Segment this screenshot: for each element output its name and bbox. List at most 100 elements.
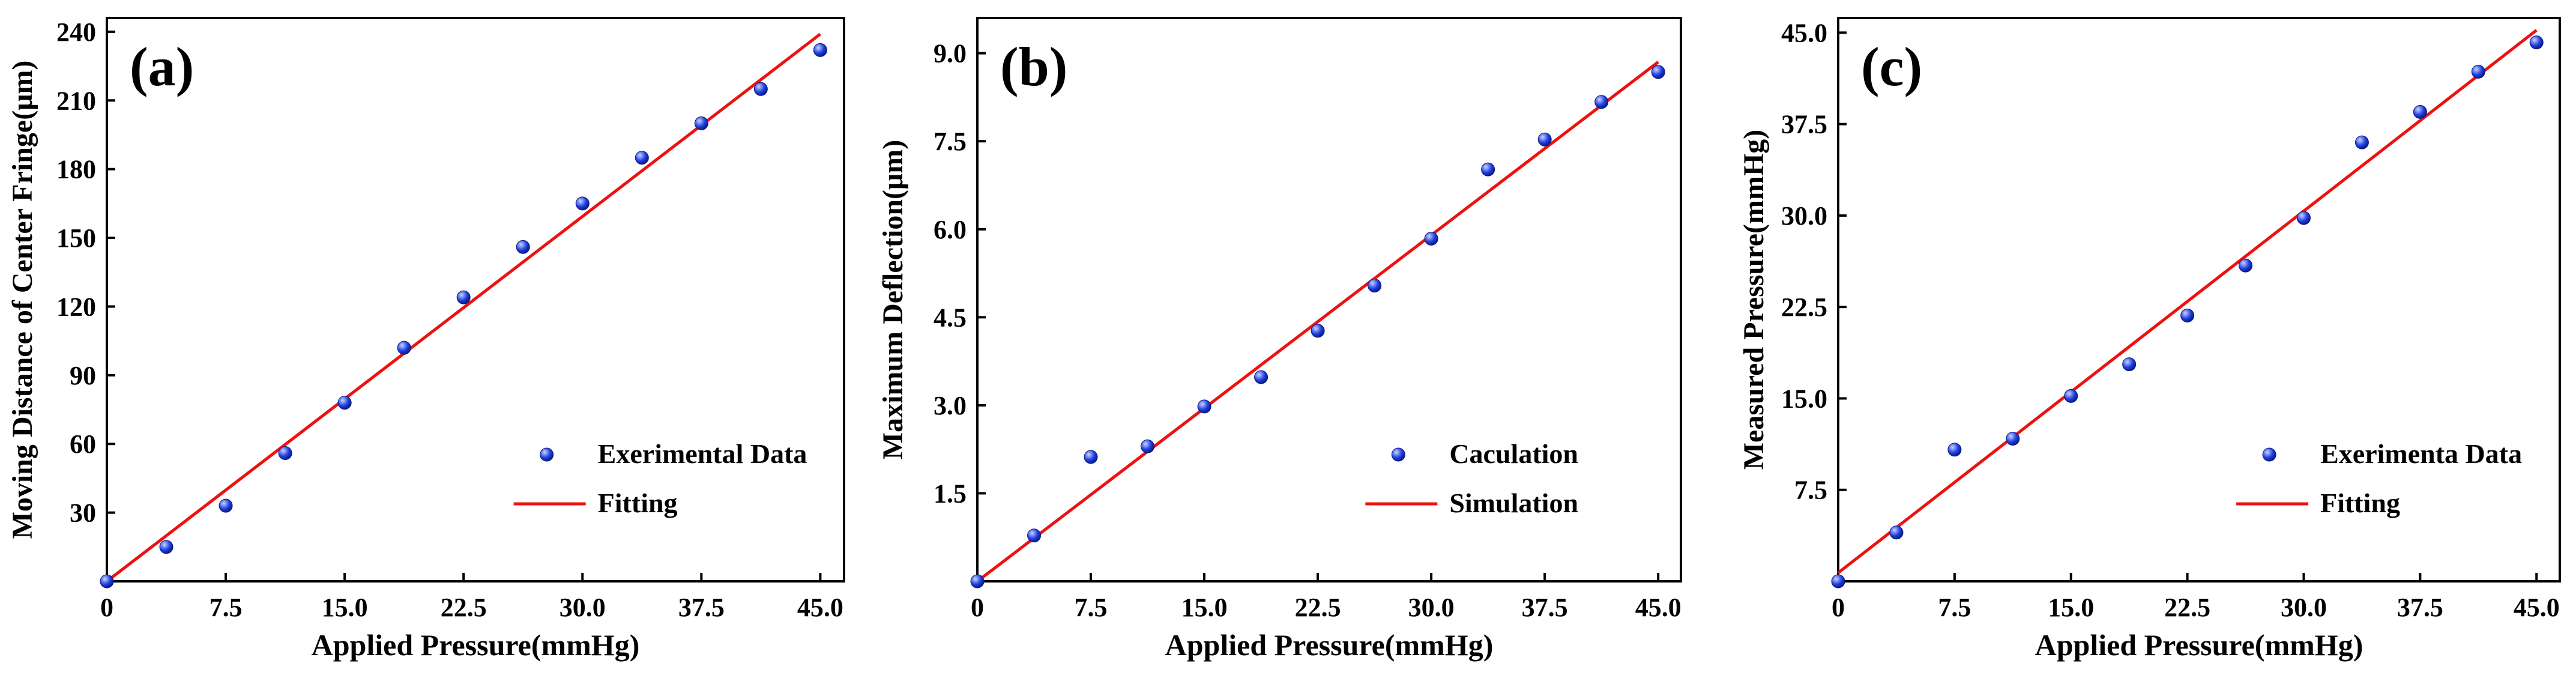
data-point bbox=[516, 240, 530, 254]
data-point bbox=[694, 116, 708, 130]
y-tick-label: 37.5 bbox=[1781, 110, 1827, 139]
y-tick-label: 7.5 bbox=[1794, 476, 1827, 505]
y-tick-label: 45.0 bbox=[1781, 18, 1827, 47]
panel-label: (c) bbox=[1861, 36, 1922, 97]
y-tick-label: 1.5 bbox=[934, 479, 967, 508]
fit-line bbox=[1837, 29, 2538, 574]
x-tick-label: 0 bbox=[100, 593, 113, 622]
legend-label-line: Fitting bbox=[598, 488, 678, 518]
data-point bbox=[1481, 162, 1495, 177]
data-point bbox=[2239, 258, 2253, 273]
data-point bbox=[1537, 132, 1552, 147]
x-tick-label: 37.5 bbox=[1522, 593, 1568, 622]
x-axis-title: Applied Pressure(mmHg) bbox=[1165, 628, 1494, 662]
legend-label-scatter: Caculation bbox=[1449, 438, 1578, 469]
chart-panel-2: 0 7.5 15.0 22.5 30.0 37.5 45.0 1.5 3.0 4.5 6.0 7.5 9… bbox=[877, 17, 1682, 662]
data-point bbox=[2180, 308, 2195, 322]
y-tick-label: 210 bbox=[56, 86, 96, 115]
panels-root: 0 7.5 15.0 22.5 30.0 37.5 45.0 30 60 90 120 150 180 2… bbox=[7, 17, 2561, 662]
x-tick-label: 30.0 bbox=[1408, 593, 1455, 622]
y-tick-label: 90 bbox=[70, 361, 96, 390]
x-tick-label: 7.5 bbox=[1075, 593, 1108, 622]
legend-label-scatter: Exerimenta Data bbox=[2320, 438, 2522, 469]
panel-label: (a) bbox=[130, 36, 194, 97]
data-point bbox=[2471, 64, 2485, 79]
data-point bbox=[1027, 528, 1042, 543]
x-tick-label: 45.0 bbox=[1635, 593, 1682, 622]
plot-frame bbox=[106, 17, 845, 583]
fit-line bbox=[976, 61, 1659, 583]
plot-frame bbox=[1837, 17, 2561, 583]
y-tick-label: 7.5 bbox=[934, 127, 967, 156]
data-point bbox=[1141, 439, 1155, 453]
plot-frame bbox=[976, 17, 1682, 583]
data-point bbox=[970, 574, 985, 589]
data-point bbox=[1084, 450, 1098, 464]
x-axis-title: Applied Pressure(mmHg) bbox=[312, 628, 640, 662]
data-point bbox=[1594, 95, 1609, 109]
data-point bbox=[575, 196, 590, 211]
panel-label: (b) bbox=[1000, 36, 1067, 97]
data-point bbox=[2006, 431, 2020, 446]
data-point bbox=[397, 340, 411, 355]
data-point bbox=[1254, 370, 1268, 384]
data-point bbox=[2296, 211, 2311, 225]
x-tick-label: 22.5 bbox=[1295, 593, 1341, 622]
legend-marker-scatter bbox=[2262, 447, 2276, 462]
x-tick-label: 37.5 bbox=[678, 593, 725, 622]
data-point bbox=[635, 151, 649, 165]
x-tick-label: 0 bbox=[971, 593, 984, 622]
data-point bbox=[1889, 525, 1904, 540]
data-point bbox=[100, 574, 114, 589]
legend-label-scatter: Exerimental Data bbox=[598, 438, 807, 469]
legend-label-line: Fitting bbox=[2320, 488, 2400, 518]
y-tick-label: 6.0 bbox=[934, 215, 967, 244]
x-tick-label: 15.0 bbox=[322, 593, 368, 622]
x-tick-label: 30.0 bbox=[560, 593, 606, 622]
y-axis-title: Maximum Deflection(μm) bbox=[877, 140, 909, 459]
x-tick-label: 45.0 bbox=[797, 593, 843, 622]
data-point bbox=[2529, 35, 2544, 50]
data-point bbox=[1831, 574, 1845, 589]
x-tick-label: 0 bbox=[1832, 593, 1845, 622]
x-tick-label: 7.5 bbox=[210, 593, 243, 622]
x-tick-label: 45.0 bbox=[2514, 593, 2560, 622]
x-tick-label: 7.5 bbox=[1938, 593, 1971, 622]
x-tick-label: 15.0 bbox=[1181, 593, 1228, 622]
data-point bbox=[159, 540, 173, 554]
data-point bbox=[456, 290, 471, 304]
data-point bbox=[1424, 231, 1438, 246]
x-tick-label: 22.5 bbox=[441, 593, 487, 622]
legend-marker-scatter bbox=[1391, 447, 1405, 462]
x-tick-label: 22.5 bbox=[2164, 593, 2210, 622]
data-point bbox=[2354, 135, 2369, 150]
data-point bbox=[2413, 104, 2427, 119]
y-tick-label: 240 bbox=[56, 17, 96, 47]
fit-line bbox=[106, 32, 821, 583]
y-tick-label: 3.0 bbox=[934, 391, 967, 420]
x-tick-label: 15.0 bbox=[2048, 593, 2094, 622]
y-tick-label: 60 bbox=[70, 429, 96, 459]
data-point bbox=[813, 43, 827, 57]
chart-panel-3: 0 7.5 15.0 22.5 30.0 37.5 45.0 7.5 15.0 22.5 30.0 3… bbox=[1738, 17, 2561, 662]
data-point bbox=[219, 498, 233, 513]
data-point bbox=[1368, 279, 1382, 293]
y-axis-title: Moving Distance of Center Fringe(μm) bbox=[7, 61, 38, 539]
y-tick-label: 180 bbox=[56, 155, 96, 184]
y-tick-label: 9.0 bbox=[934, 39, 967, 68]
data-point bbox=[1947, 443, 1962, 457]
data-point bbox=[278, 446, 292, 460]
y-tick-label: 22.5 bbox=[1781, 292, 1827, 322]
y-tick-label: 30.0 bbox=[1781, 201, 1827, 231]
data-point bbox=[1311, 324, 1325, 338]
legend-label-line: Simulation bbox=[1449, 488, 1578, 518]
chart-panel-1: 0 7.5 15.0 22.5 30.0 37.5 45.0 30 60 90 120 150 180 2… bbox=[7, 17, 845, 662]
data-point bbox=[753, 82, 768, 96]
y-tick-label: 120 bbox=[56, 292, 96, 321]
y-tick-label: 30 bbox=[70, 498, 96, 528]
x-axis-title: Applied Pressure(mmHg) bbox=[2035, 628, 2363, 662]
data-point bbox=[2064, 389, 2078, 403]
y-axis-title: Measured Pressure(mmHg) bbox=[1738, 130, 1770, 470]
data-point bbox=[2122, 357, 2137, 372]
